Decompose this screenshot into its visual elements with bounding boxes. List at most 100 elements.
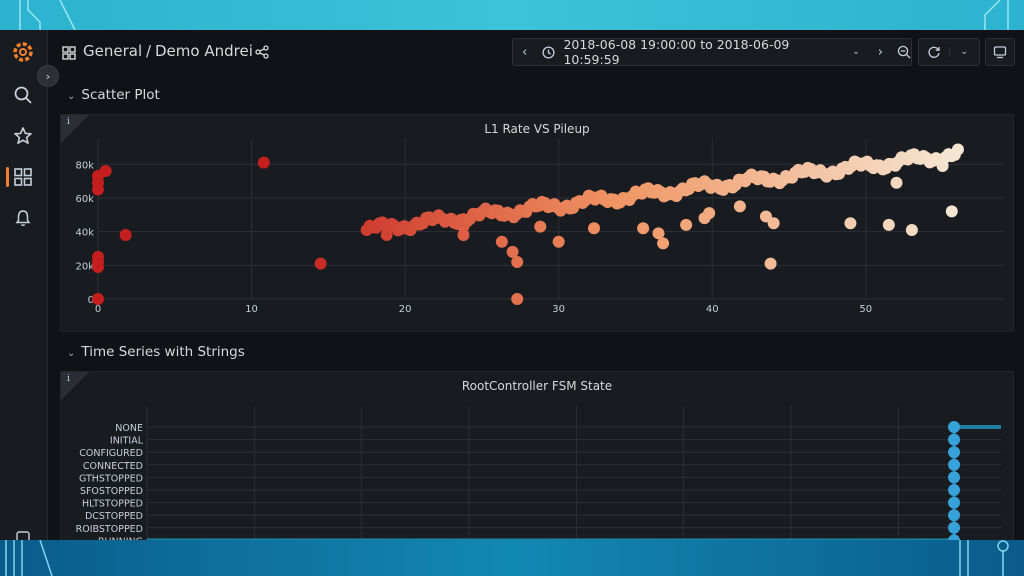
scatter-point	[657, 237, 670, 250]
help-icon[interactable]	[12, 527, 34, 540]
refresh-picker: ⌄	[918, 38, 980, 66]
grafana-app: › General / Demo Andrei ‹ 2018-06-08 19:…	[0, 30, 1024, 540]
side-menu	[0, 30, 48, 540]
state-point	[948, 534, 961, 540]
state-point	[948, 458, 961, 471]
breadcrumb-dashboard[interactable]: Demo Andrei	[155, 42, 253, 60]
state-point	[948, 521, 961, 534]
state-point	[948, 421, 961, 433]
state-label: CONNECTED	[83, 461, 143, 472]
row-header-timeseries[interactable]: ⌄ Time Series with Strings	[67, 344, 245, 360]
scatter-point	[587, 222, 600, 235]
state-point	[948, 496, 961, 509]
info-icon: i	[67, 117, 70, 127]
expand-menu-button[interactable]: ›	[37, 65, 59, 87]
scatter-point	[945, 205, 958, 218]
state-point	[948, 509, 961, 522]
chevron-down-icon: ⌄	[67, 348, 76, 359]
chevron-down-icon: ⌄	[67, 91, 76, 102]
x-tick-label: 10	[245, 304, 258, 315]
panel-info-corner[interactable]	[61, 372, 89, 400]
dashboard-grid-icon	[62, 45, 76, 64]
panel-title[interactable]: L1 Rate VS Pileup	[484, 122, 590, 136]
state-label: RUNNING	[98, 536, 143, 540]
x-tick-label: 0	[95, 304, 101, 315]
time-forward-button[interactable]: ›	[877, 44, 883, 60]
scatter-point	[506, 245, 519, 258]
y-tick-label: 60k	[75, 194, 94, 205]
chevron-down-icon[interactable]: ⌄	[852, 47, 860, 57]
state-point	[948, 484, 961, 496]
scatter-point	[733, 200, 746, 213]
dashboards-icon[interactable]	[12, 166, 34, 188]
scatter-point	[495, 235, 508, 248]
scatter-point	[314, 257, 327, 270]
tv-mode-icon[interactable]	[985, 38, 1015, 66]
x-tick-label: 50	[859, 304, 872, 315]
y-tick-label: 40k	[75, 228, 94, 239]
bell-icon[interactable]	[12, 207, 34, 229]
refresh-interval-chevron-icon[interactable]: ⌄	[948, 47, 980, 57]
scatter-point	[457, 229, 470, 241]
scatter-point	[767, 217, 780, 230]
share-icon[interactable]	[255, 44, 269, 63]
slide-frame-top	[0, 0, 1024, 30]
state-point	[948, 471, 961, 484]
scatter-point	[457, 220, 470, 233]
scatter-point	[936, 159, 949, 172]
scatter-point	[882, 218, 895, 231]
time-range-label[interactable]: 2018-06-08 19:00:00 to 2018-06-09 10:59:…	[563, 37, 790, 67]
state-label: GTHSTOPPED	[79, 473, 143, 484]
scatter-point	[951, 143, 964, 156]
scatter-point	[92, 250, 104, 263]
state-label: NONE	[115, 423, 143, 434]
x-tick-label: 20	[399, 304, 412, 315]
panel-title[interactable]: RootController FSM State	[461, 379, 613, 393]
row-header-scatter[interactable]: ⌄ Scatter Plot	[67, 87, 160, 103]
x-tick-label: 30	[552, 304, 565, 315]
scatter-point	[92, 293, 104, 305]
scatter-point	[119, 229, 132, 241]
scatter-point	[703, 207, 716, 220]
active-indicator	[6, 167, 9, 187]
refresh-icon[interactable]	[919, 45, 949, 59]
row-title: Time Series with Strings	[81, 344, 245, 360]
row-title: Scatter Plot	[81, 87, 160, 103]
scatter-point	[844, 217, 857, 230]
x-tick-label: 40	[706, 304, 719, 315]
y-tick-label: 0	[88, 295, 94, 306]
y-tick-label: 20k	[75, 261, 94, 272]
scatter-point	[764, 257, 777, 270]
scatter-point	[257, 156, 270, 169]
scatter-point	[680, 218, 693, 231]
scatter-point	[890, 176, 903, 189]
scatter-point	[652, 227, 665, 240]
grafana-logo-icon[interactable]	[12, 41, 34, 63]
scatter-point	[511, 293, 524, 305]
clock-icon	[542, 45, 556, 59]
time-back-button[interactable]: ‹	[522, 44, 528, 60]
state-label: HLTSTOPPED	[82, 499, 143, 510]
scatter-point	[637, 222, 650, 235]
breadcrumb-separator: /	[146, 42, 152, 60]
breadcrumb-folder[interactable]: General	[83, 42, 143, 60]
zoom-out-icon[interactable]	[897, 45, 911, 59]
dashboard-navbar: General / Demo Andrei ‹ 2018-06-08 19:00…	[48, 30, 1024, 74]
scatter-point	[552, 235, 565, 248]
chevron-right-icon: ›	[45, 69, 51, 83]
panel-info-corner[interactable]	[61, 115, 89, 143]
state-label: ROIBSTOPPED	[76, 524, 143, 535]
search-icon[interactable]	[12, 84, 34, 106]
scatter-point	[534, 220, 547, 233]
time-picker: ‹ 2018-06-08 19:00:00 to 2018-06-09 10:5…	[512, 37, 912, 67]
state-label: INITIAL	[110, 436, 144, 447]
star-icon[interactable]	[12, 125, 34, 147]
scatter-point	[511, 255, 524, 268]
state-label: DCSTOPPED	[85, 511, 143, 522]
scatter-point	[380, 229, 393, 241]
panel-fsm-state: i RootController FSM State NONE INITIAL CO…	[60, 371, 1014, 540]
slide-frame-bottom	[0, 540, 1024, 576]
state-label: SFOSTOPPED	[80, 486, 143, 497]
scatter-point	[905, 223, 918, 236]
